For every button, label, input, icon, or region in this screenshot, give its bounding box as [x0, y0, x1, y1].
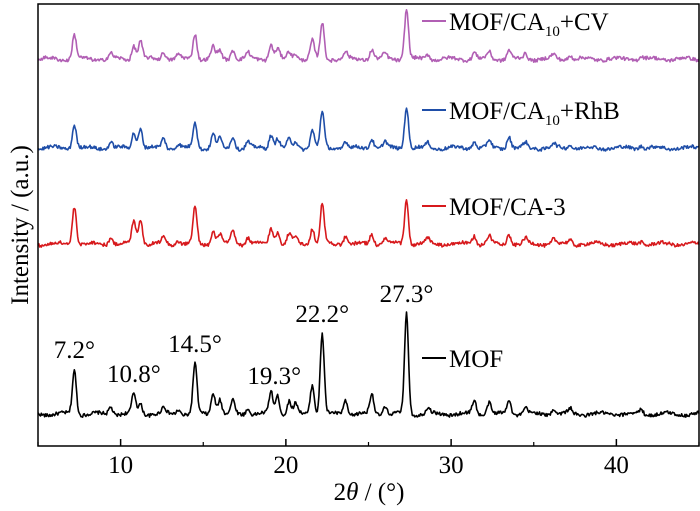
peak-label: 7.2° [54, 337, 95, 364]
peak-label: 27.3° [380, 281, 434, 308]
legend-label-subscript: 10 [545, 113, 560, 129]
legend-label-text: +RhB [560, 98, 620, 125]
x-axis-ticks: 10 20 30 40 [37, 439, 700, 479]
x-tick-label: 10 [108, 452, 133, 479]
series-line [37, 107, 700, 152]
legend-label-text: MOF/CA-3 [449, 194, 566, 221]
x-tick-label: 20 [273, 452, 298, 479]
x-axis-title-suffix: / (°) [358, 479, 404, 506]
legend-label-text: +CV [560, 9, 609, 36]
x-tick-label: 30 [439, 452, 464, 479]
x-axis-title-symbol: θ [346, 479, 358, 506]
legend-label-text: MOF [449, 346, 503, 373]
legend-label-subscript: 10 [545, 24, 560, 40]
legend: MOFMOF/CA-3MOF/CA10+RhBMOF/CA10+CVMOF/CA… [422, 9, 620, 373]
legend-label-text: MOF/CA [449, 9, 545, 36]
peak-label: 22.2° [295, 301, 349, 328]
peak-labels: 7.2° 10.8° 14.5° 19.3° 22.2° 27.3° [54, 281, 434, 390]
series-line [37, 199, 700, 248]
peak-label: 19.3° [247, 363, 301, 390]
y-axis-title: Intensity / (a.u.) [7, 145, 34, 305]
peak-label: 14.5° [168, 331, 222, 358]
legend-label: MOF/CA10+CV [449, 9, 609, 40]
legend-label-text: MOF/CA [449, 98, 545, 125]
legend-label: MOF/CA-3 [449, 194, 566, 221]
x-tick-label: 40 [604, 452, 629, 479]
legend-label: MOF [449, 346, 503, 373]
x-axis-title: 2θ / (°) [334, 479, 405, 506]
traces [37, 8, 700, 418]
series-line [37, 311, 700, 418]
series-line [37, 8, 700, 63]
legend-label: MOF/CA10+RhB [449, 98, 620, 129]
x-axis-title-prefix: 2 [334, 479, 347, 506]
peak-label: 10.8° [107, 361, 161, 388]
